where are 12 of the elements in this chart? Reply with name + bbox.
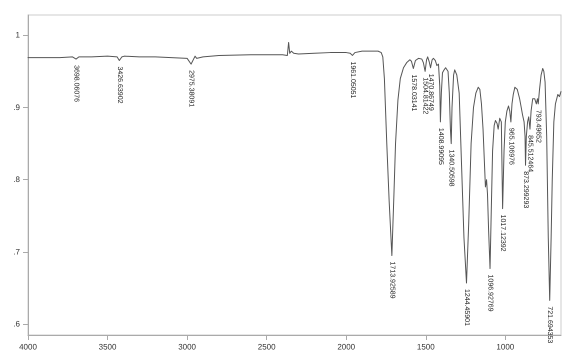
x-tick-label: 3000 [178,342,197,352]
y-tick-label: .6 [13,320,21,329]
x-tick-label: 3500 [98,342,117,352]
y-tick-label: .9 [13,102,21,112]
x-tick-label: 1000 [496,342,515,352]
x-tick-label: 2500 [258,342,276,352]
y-tick-label: .7 [13,247,21,256]
x-tick-label: 1500 [416,342,436,352]
x-tick-label: 2000 [337,342,356,352]
y-tick-label: 1 [16,30,21,40]
y-tick-label: .8 [13,175,21,184]
x-tick-label: 4000 [19,342,38,352]
